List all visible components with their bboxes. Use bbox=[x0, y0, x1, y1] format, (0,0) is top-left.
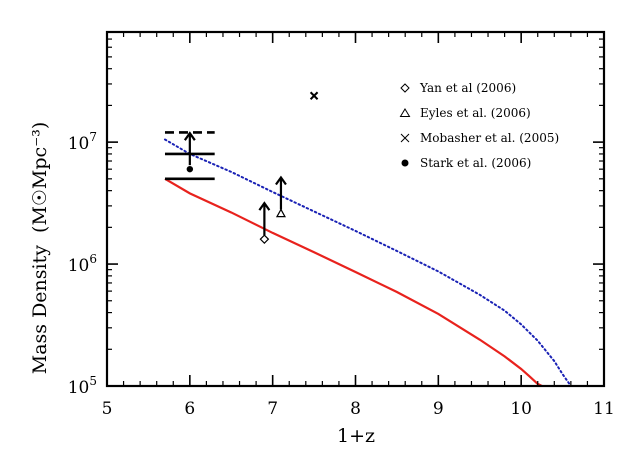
limit-arrow-head-stark-et-al-2006 bbox=[183, 131, 196, 141]
y-tick-label-exponent: 7 bbox=[89, 130, 97, 144]
point-stark-et-al-2006 bbox=[186, 165, 194, 173]
x-tick-label: 8 bbox=[350, 399, 361, 419]
limit-arrow-head-eyles-et-al-2006 bbox=[275, 175, 287, 186]
point-mobasher-et-al-2005 bbox=[309, 91, 319, 100]
legend-marker-eyles-et-al-2006 bbox=[399, 108, 411, 117]
series-line-solid bbox=[164, 177, 543, 386]
y-axis-label-main: Mass Density bbox=[29, 245, 51, 374]
y-tick-label: 106 bbox=[68, 252, 97, 276]
plot-lines bbox=[163, 138, 572, 386]
legend-label-yan-et-al-2006: Yan et al (2006) bbox=[419, 81, 516, 95]
limit-arrow-head-yan-et-al-2006 bbox=[258, 201, 271, 211]
y-tick-label-exponent: 5 bbox=[89, 374, 97, 388]
legend-label-stark-et-al-2006: Stark et al. (2006) bbox=[420, 156, 531, 170]
legend: Yan et al (2006) Eyles et al. (2006) Mobas… bbox=[399, 81, 559, 170]
legend-marker-yan-et-al-2006 bbox=[400, 83, 410, 93]
legend-label-mobasher-et-al-2005: Mobasher et al. (2005) bbox=[420, 131, 559, 145]
y-tick-label-base: 10 bbox=[68, 256, 90, 276]
x-tick-label: 10 bbox=[510, 399, 532, 419]
y-tick-label-base: 10 bbox=[68, 134, 90, 154]
x-tick-label: 11 bbox=[593, 399, 615, 419]
series-line-dotted bbox=[163, 138, 572, 386]
y-tick-label-exponent: 6 bbox=[89, 252, 97, 266]
x-tick-label: 5 bbox=[102, 399, 113, 419]
legend-marker-stark-et-al-2006 bbox=[401, 159, 409, 167]
x-tick-label: 6 bbox=[184, 399, 195, 419]
y-axis-label: Mass Density (M☉Mpc⁻³) bbox=[29, 122, 51, 375]
point-yan-et-al-2006 bbox=[259, 234, 270, 245]
legend-label-eyles-et-al-2006: Eyles et al. (2006) bbox=[420, 106, 531, 120]
x-tick-label: 7 bbox=[267, 399, 278, 419]
point-eyles-et-al-2006 bbox=[275, 208, 286, 218]
y-tick-label-base: 10 bbox=[68, 378, 90, 398]
legend-marker-mobasher-et-al-2005 bbox=[400, 133, 410, 143]
y-axis-label-unit: (M☉Mpc⁻³) bbox=[29, 122, 51, 233]
x-axis-label: 1+z bbox=[337, 425, 375, 447]
y-tick-label: 105 bbox=[68, 374, 97, 398]
y-tick-label: 107 bbox=[68, 130, 97, 154]
data-points bbox=[183, 91, 319, 245]
x-tick-label: 9 bbox=[433, 399, 444, 419]
